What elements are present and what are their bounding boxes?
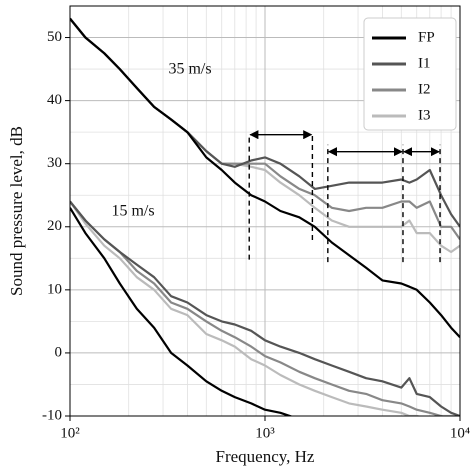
series-line: [70, 207, 294, 416]
curve-label: 15 m/s: [111, 203, 154, 220]
x-tick-label: 10²: [60, 425, 80, 441]
legend: FP I1 I2 I3: [363, 17, 457, 131]
legend-label: I2: [418, 81, 431, 97]
legend-label: FP: [418, 29, 435, 45]
legend-label: I1: [418, 55, 431, 71]
series-line: [70, 200, 445, 416]
legend-box: [363, 17, 457, 131]
series-line: [70, 17, 460, 338]
y-tick-label: -10: [42, 407, 62, 423]
series-line: [70, 200, 460, 416]
x-axis-label: Frequency, Hz: [216, 447, 315, 466]
y-axis-label: Sound pressure level, dB: [7, 126, 26, 296]
y-tick-label: 20: [47, 218, 62, 234]
plot-frame: [69, 5, 461, 417]
y-tick-label: 40: [47, 92, 62, 108]
y-tick-label: 50: [47, 29, 62, 45]
x-tick-label: 10⁴: [450, 425, 470, 441]
curve-label: 35 m/s: [168, 61, 211, 78]
y-tick-label: 30: [47, 155, 62, 171]
series-line: [70, 200, 460, 416]
x-tick-label: 10³: [255, 425, 275, 441]
plot-area: [70, 17, 460, 416]
y-tick-label: 0: [55, 344, 63, 360]
legend-label: I3: [418, 107, 431, 123]
y-tick-label: 10: [47, 281, 62, 297]
